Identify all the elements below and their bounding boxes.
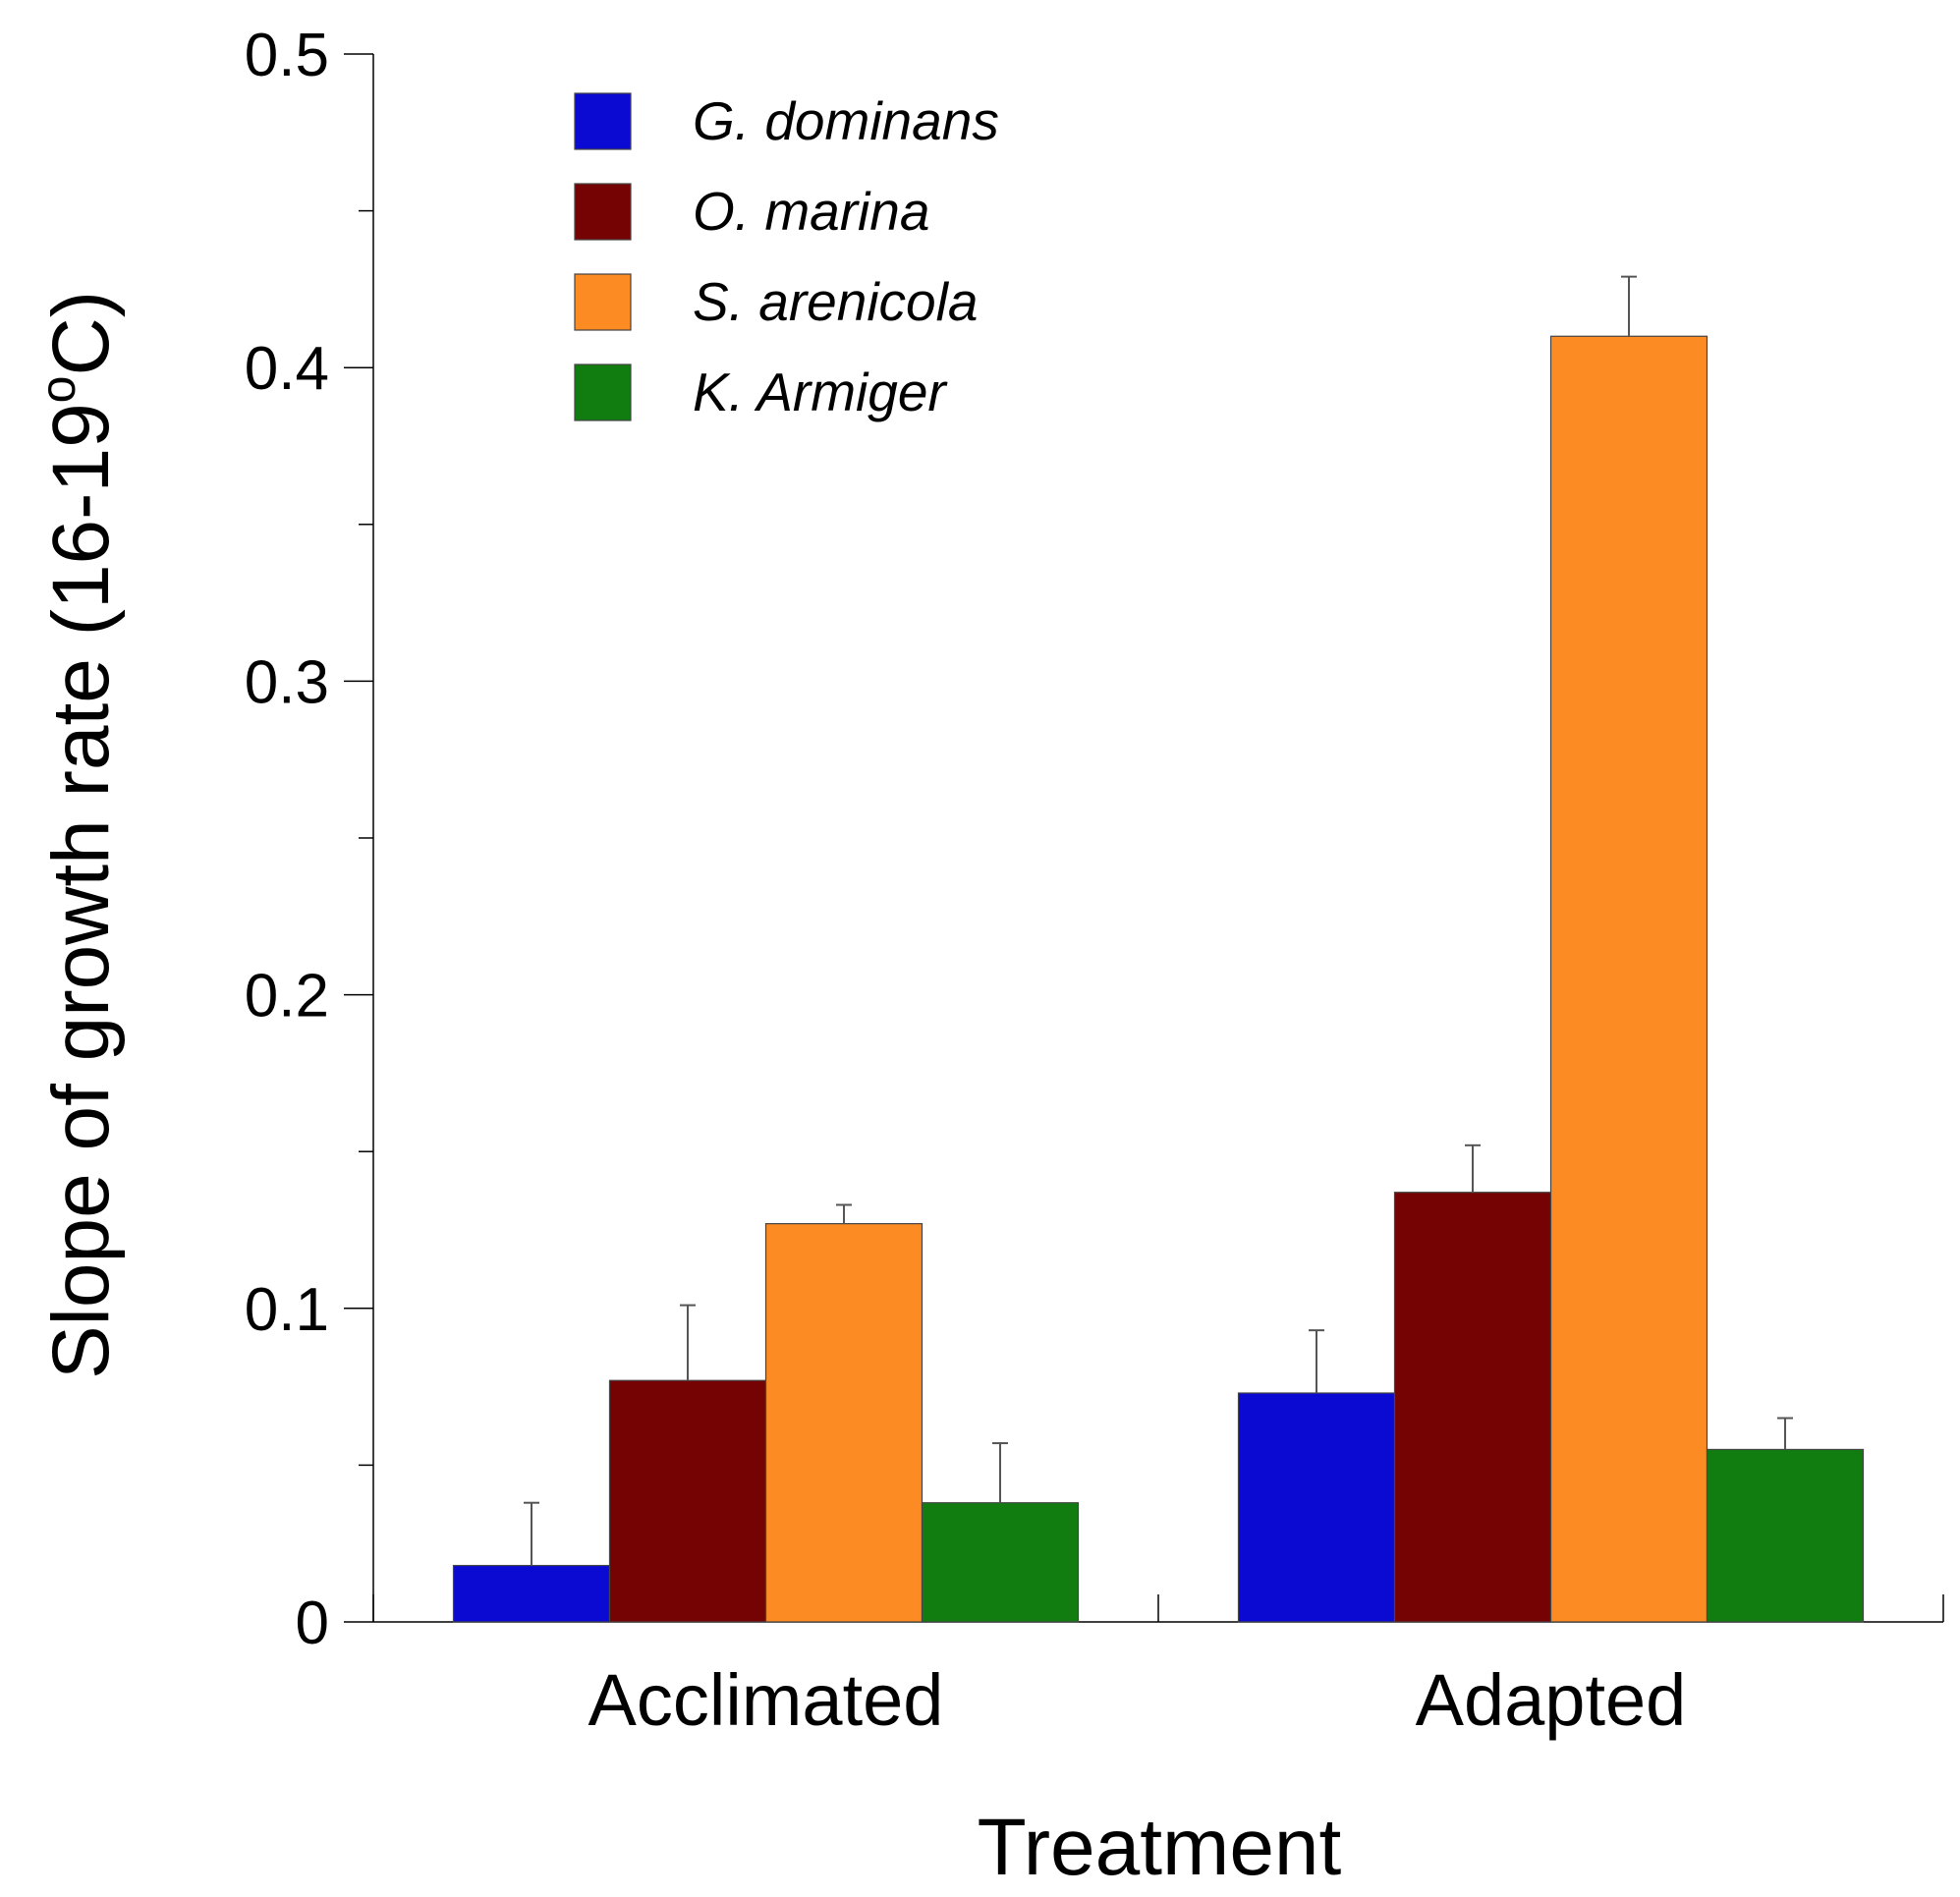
y-tick-label: 0.2 xyxy=(245,963,329,1031)
y-axis-title-unit: C) xyxy=(36,291,126,376)
legend-swatch xyxy=(574,273,632,331)
bars xyxy=(452,275,1865,1623)
bar xyxy=(1393,1192,1552,1623)
y-tick-label: 0 xyxy=(296,1590,329,1657)
x-tick-label: Acclimated xyxy=(588,1659,944,1741)
legend-swatch xyxy=(574,92,632,150)
y-tick-label: 0.5 xyxy=(245,22,329,89)
bar xyxy=(608,1379,767,1623)
bar xyxy=(452,1564,611,1623)
y-ticks: 0 0.1 0.2 0.3 0.4 0.5 xyxy=(245,22,373,1657)
x-tick-label: Adapted xyxy=(1416,1659,1687,1741)
legend-label: G. dominans xyxy=(693,90,999,151)
y-axis-title: Slope of growth rate (16-19oC) xyxy=(30,291,126,1379)
x-ticks: Acclimated Adapted xyxy=(372,1594,1944,1741)
bar xyxy=(764,1223,924,1623)
legend: G. dominans O. marina S. arenicola K. Armig… xyxy=(574,90,999,422)
legend-label: K. Armiger xyxy=(693,362,948,422)
y-tick-label: 0.4 xyxy=(245,335,329,403)
y-tick-label: 0.1 xyxy=(245,1276,329,1344)
x-axis-title: Treatment xyxy=(978,1803,1342,1892)
y-tick-label: 0.3 xyxy=(245,648,329,716)
legend-label: S. arenicola xyxy=(693,271,978,332)
bar xyxy=(1549,335,1708,1623)
y-axis-title-main: Slope of growth rate (16-19 xyxy=(36,403,126,1379)
y-axis-title-degree: o xyxy=(30,376,85,404)
bar xyxy=(921,1502,1080,1623)
legend-swatch xyxy=(574,363,632,421)
bar xyxy=(1237,1392,1396,1623)
legend-label: O. marina xyxy=(693,181,929,242)
legend-swatch xyxy=(574,183,632,241)
bar xyxy=(1706,1448,1865,1623)
y-axis: 0 0.1 0.2 0.3 0.4 0.5 xyxy=(245,22,374,1657)
